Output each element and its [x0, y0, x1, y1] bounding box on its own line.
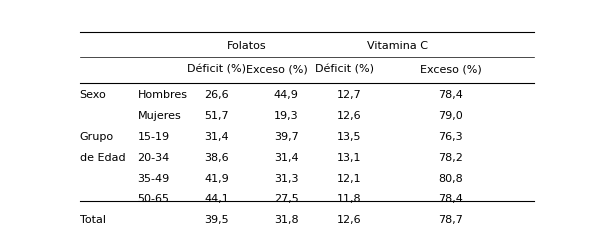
- Text: 76,3: 76,3: [438, 132, 463, 142]
- Text: 50-65: 50-65: [138, 194, 170, 204]
- Text: Hombres: Hombres: [138, 90, 187, 100]
- Text: 39,7: 39,7: [274, 132, 298, 142]
- Text: 12,6: 12,6: [337, 215, 361, 225]
- Text: Mujeres: Mujeres: [138, 111, 181, 121]
- Text: 15-19: 15-19: [138, 132, 170, 142]
- Text: de Edad: de Edad: [80, 153, 125, 163]
- Text: 44,9: 44,9: [274, 90, 298, 100]
- Text: 78,4: 78,4: [438, 90, 464, 100]
- Text: 80,8: 80,8: [438, 174, 463, 184]
- Text: 35-49: 35-49: [138, 174, 170, 184]
- Text: Grupo: Grupo: [80, 132, 114, 142]
- Text: 27,5: 27,5: [274, 194, 298, 204]
- Text: 78,4: 78,4: [438, 194, 464, 204]
- Text: Déficit (%): Déficit (%): [187, 65, 246, 75]
- Text: 12,6: 12,6: [337, 111, 361, 121]
- Text: 31,4: 31,4: [204, 132, 229, 142]
- Text: 51,7: 51,7: [204, 111, 229, 121]
- Text: 12,7: 12,7: [337, 90, 361, 100]
- Text: Sexo: Sexo: [80, 90, 106, 100]
- Text: 41,9: 41,9: [204, 174, 229, 184]
- Text: 39,5: 39,5: [204, 215, 229, 225]
- Text: Vitamina C: Vitamina C: [367, 41, 428, 51]
- Text: 38,6: 38,6: [204, 153, 229, 163]
- Text: 31,8: 31,8: [274, 215, 298, 225]
- Text: 12,1: 12,1: [337, 174, 361, 184]
- Text: 13,5: 13,5: [337, 132, 361, 142]
- Text: 78,7: 78,7: [438, 215, 464, 225]
- Text: 79,0: 79,0: [438, 111, 463, 121]
- Text: 20-34: 20-34: [138, 153, 170, 163]
- Text: 44,1: 44,1: [204, 194, 229, 204]
- Text: 19,3: 19,3: [274, 111, 298, 121]
- Text: Exceso (%): Exceso (%): [246, 65, 308, 75]
- Text: 78,2: 78,2: [438, 153, 464, 163]
- Text: 13,1: 13,1: [337, 153, 361, 163]
- Text: 31,3: 31,3: [274, 174, 298, 184]
- Text: 26,6: 26,6: [204, 90, 229, 100]
- Text: 11,8: 11,8: [337, 194, 361, 204]
- Text: Folatos: Folatos: [227, 41, 267, 51]
- Text: Déficit (%): Déficit (%): [314, 65, 374, 75]
- Text: 31,4: 31,4: [274, 153, 298, 163]
- Text: Exceso (%): Exceso (%): [420, 65, 482, 75]
- Text: Total: Total: [80, 215, 105, 225]
